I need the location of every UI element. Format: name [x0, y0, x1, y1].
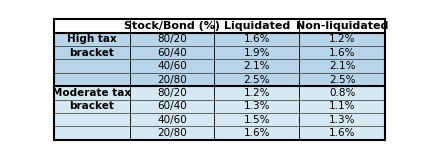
Text: 1.6%: 1.6%	[329, 48, 355, 58]
Text: 2.5%: 2.5%	[244, 75, 270, 85]
Text: 1.2%: 1.2%	[329, 34, 355, 44]
Bar	[214, 86, 299, 140]
Bar	[214, 33, 299, 86]
Text: 40/60: 40/60	[157, 61, 187, 71]
Text: 80/20: 80/20	[157, 34, 187, 44]
Bar	[130, 86, 214, 140]
Text: 1.3%: 1.3%	[244, 101, 270, 111]
Text: 1.9%: 1.9%	[244, 48, 270, 58]
Text: 2.5%: 2.5%	[329, 75, 355, 85]
Bar	[299, 33, 385, 86]
Text: bracket: bracket	[69, 48, 114, 58]
Text: bracket: bracket	[69, 101, 114, 111]
Text: 0.8%: 0.8%	[329, 88, 355, 98]
Bar	[130, 33, 214, 86]
Text: 1.6%: 1.6%	[244, 34, 270, 44]
Bar	[299, 19, 385, 33]
Bar	[54, 86, 130, 140]
Text: 1.5%: 1.5%	[244, 115, 270, 125]
Text: 2.1%: 2.1%	[244, 61, 270, 71]
Bar	[54, 19, 385, 33]
Text: High tax: High tax	[67, 34, 116, 44]
Text: Non-liquidated: Non-liquidated	[296, 21, 388, 31]
Bar	[130, 19, 214, 33]
Bar	[214, 19, 299, 33]
Text: 20/80: 20/80	[157, 128, 187, 138]
Text: 60/40: 60/40	[157, 48, 187, 58]
Text: Moderate tax: Moderate tax	[52, 88, 131, 98]
Text: 1.3%: 1.3%	[329, 115, 355, 125]
Text: 1.1%: 1.1%	[329, 101, 355, 111]
Text: 2.1%: 2.1%	[329, 61, 355, 71]
Text: 60/40: 60/40	[157, 101, 187, 111]
Text: Stock/Bond (%): Stock/Bond (%)	[124, 21, 220, 31]
Text: 1.6%: 1.6%	[244, 128, 270, 138]
Bar	[54, 19, 130, 33]
Text: Liquidated: Liquidated	[223, 21, 290, 31]
Text: 1.6%: 1.6%	[329, 128, 355, 138]
Text: 1.2%: 1.2%	[244, 88, 270, 98]
Bar	[299, 86, 385, 140]
Text: 20/80: 20/80	[157, 75, 187, 85]
Text: 80/20: 80/20	[157, 88, 187, 98]
Bar	[54, 33, 130, 86]
Text: 40/60: 40/60	[157, 115, 187, 125]
